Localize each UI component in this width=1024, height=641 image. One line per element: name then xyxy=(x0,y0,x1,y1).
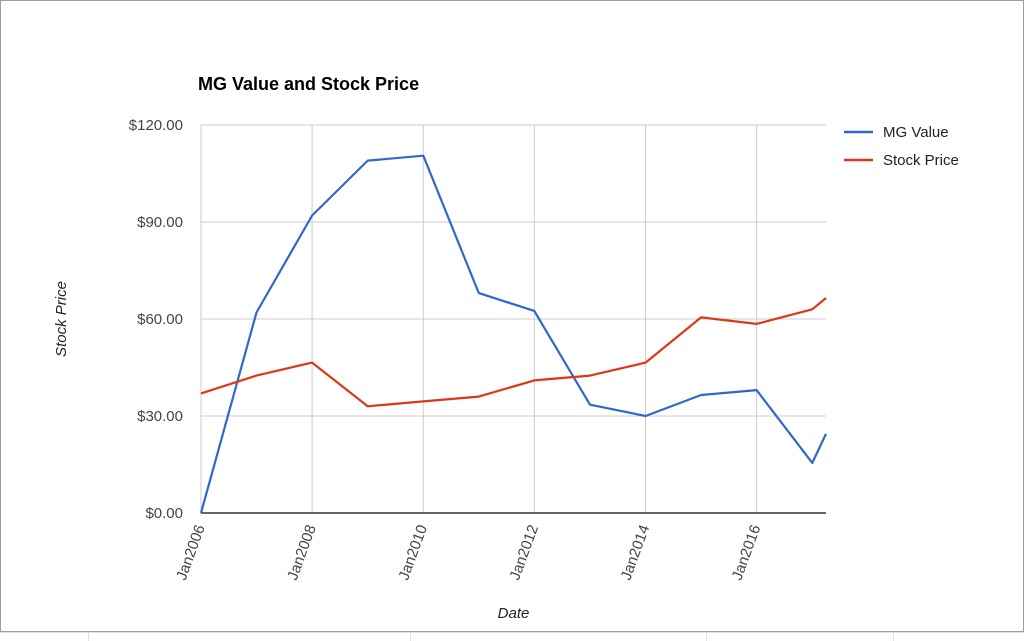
series-line-mg-value xyxy=(199,154,827,514)
x-tick-label: Jan2006 xyxy=(173,523,209,583)
cell-divider xyxy=(410,633,411,641)
legend-label: MG Value xyxy=(883,124,949,141)
x-tick-label: Jan2010 xyxy=(395,523,431,583)
cell-divider xyxy=(88,633,89,641)
spreadsheet-grid-strip xyxy=(0,632,1024,641)
y-tick-label: $60.00 xyxy=(137,311,183,328)
y-tick-label: $120.00 xyxy=(129,117,183,134)
cell-divider xyxy=(893,633,894,641)
x-tick-label: Jan2008 xyxy=(284,523,320,583)
y-tick-label: $90.00 xyxy=(137,214,183,231)
y-tick-label: $0.00 xyxy=(145,505,183,522)
x-tick-label: Jan2016 xyxy=(729,523,765,583)
cell-divider xyxy=(706,633,707,641)
y-axis-title: Stock Price xyxy=(53,281,70,357)
x-tick-label: Jan2012 xyxy=(506,523,542,583)
legend-label: Stock Price xyxy=(883,152,959,169)
chart-title: MG Value and Stock Price xyxy=(198,74,420,94)
x-tick-label: Jan2014 xyxy=(618,523,654,583)
x-axis-title: Date xyxy=(498,605,530,622)
y-tick-label: $30.00 xyxy=(137,408,183,425)
series-line-stock-price xyxy=(200,297,827,408)
